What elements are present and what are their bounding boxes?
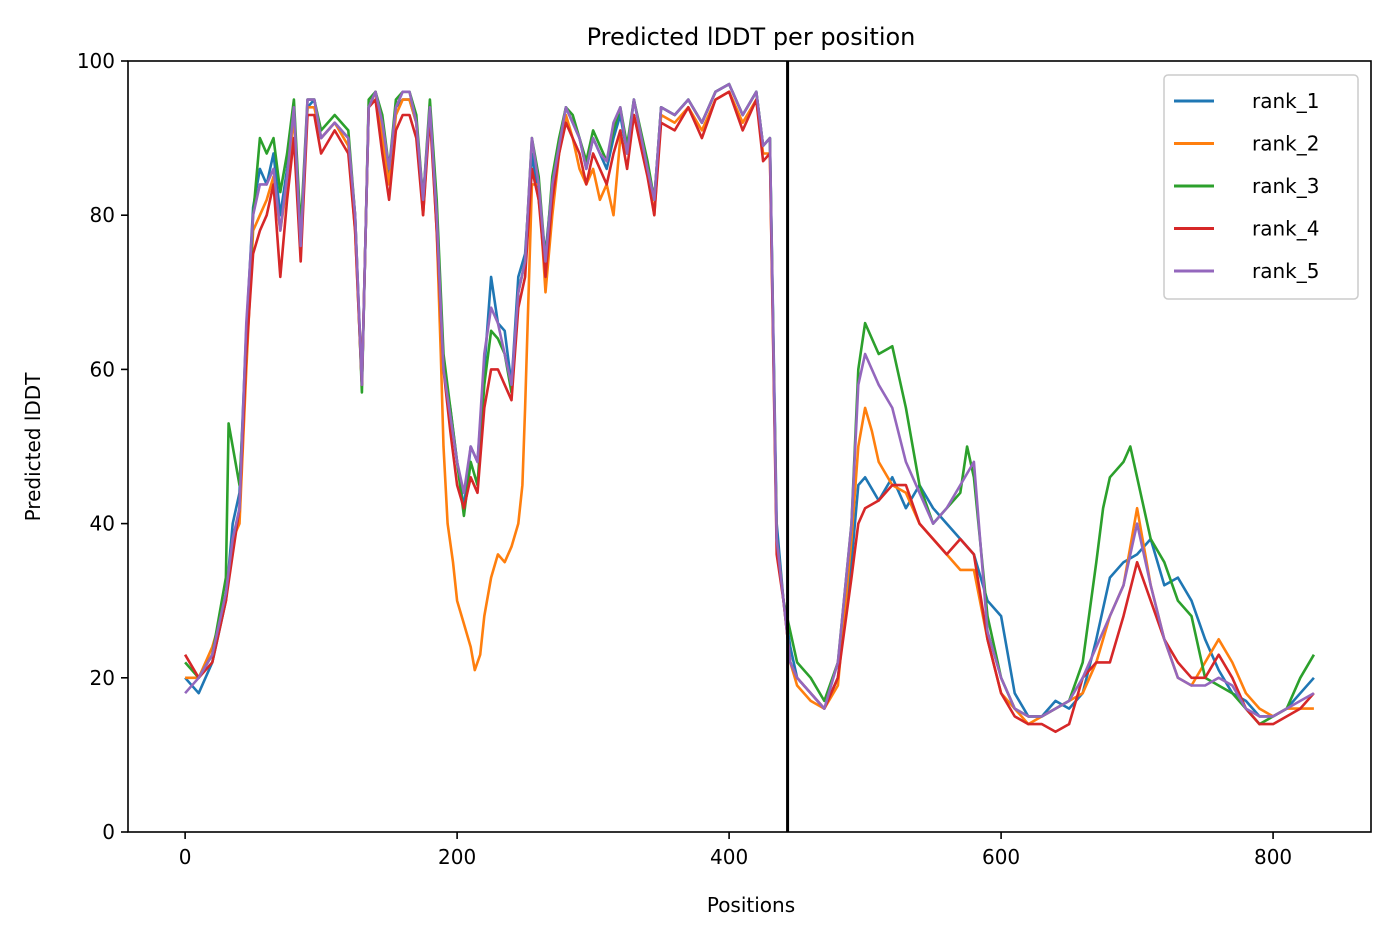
y-tick-label: 80 (90, 203, 115, 227)
y-tick-label: 0 (102, 820, 115, 844)
x-tick-label: 200 (438, 845, 476, 869)
y-tick-label: 100 (77, 49, 115, 73)
x-tick-label: 0 (179, 845, 192, 869)
legend-label-rank_1: rank_1 (1252, 89, 1319, 113)
legend-label-rank_2: rank_2 (1252, 132, 1319, 156)
y-tick-label: 60 (90, 357, 115, 381)
x-tick-label: 600 (982, 845, 1020, 869)
chart-title: Predicted lDDT per position (587, 23, 916, 51)
x-axis-title: Positions (707, 893, 795, 917)
x-tick-label: 800 (1254, 845, 1292, 869)
y-tick-label: 20 (90, 666, 115, 690)
y-axis-title: Predicted lDDT (21, 372, 45, 522)
x-tick-label: 400 (710, 845, 748, 869)
legend-label-rank_4: rank_4 (1252, 217, 1319, 241)
y-tick-label: 40 (90, 512, 115, 536)
legend: rank_1 rank_2 rank_3 rank_4 rank_5 (1164, 75, 1358, 299)
legend-label-rank_3: rank_3 (1252, 174, 1319, 198)
legend-label-rank_5: rank_5 (1252, 259, 1319, 283)
chart: Predicted lDDT per position 0 200 400 600 80… (0, 0, 1391, 939)
